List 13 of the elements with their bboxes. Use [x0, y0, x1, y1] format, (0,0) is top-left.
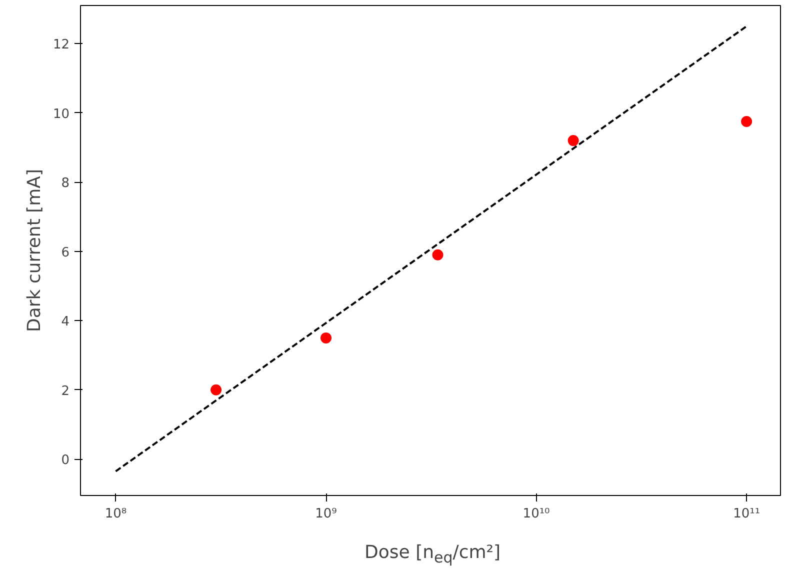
x-tick-label: 10¹¹ — [733, 506, 760, 522]
y-tick-label: 10 — [52, 106, 70, 122]
x-axis-title: Dose [n$_{eq}$/cm²] — [364, 541, 500, 569]
y-tick-label: 0 — [61, 453, 70, 468]
y-tick-label: 4 — [61, 314, 70, 330]
x-tick-label: 10⁸ — [104, 506, 127, 522]
x-tick-label: 10¹⁰ — [522, 506, 550, 522]
y-tick-label: 12 — [52, 38, 70, 53]
y-tick-label: 8 — [61, 176, 70, 192]
y-tick-label: 2 — [61, 384, 70, 399]
y-axis-title: Dark current [mA] — [24, 169, 45, 332]
y-tick-label: 6 — [61, 245, 70, 260]
x-tick-label: 10⁹ — [315, 506, 337, 522]
